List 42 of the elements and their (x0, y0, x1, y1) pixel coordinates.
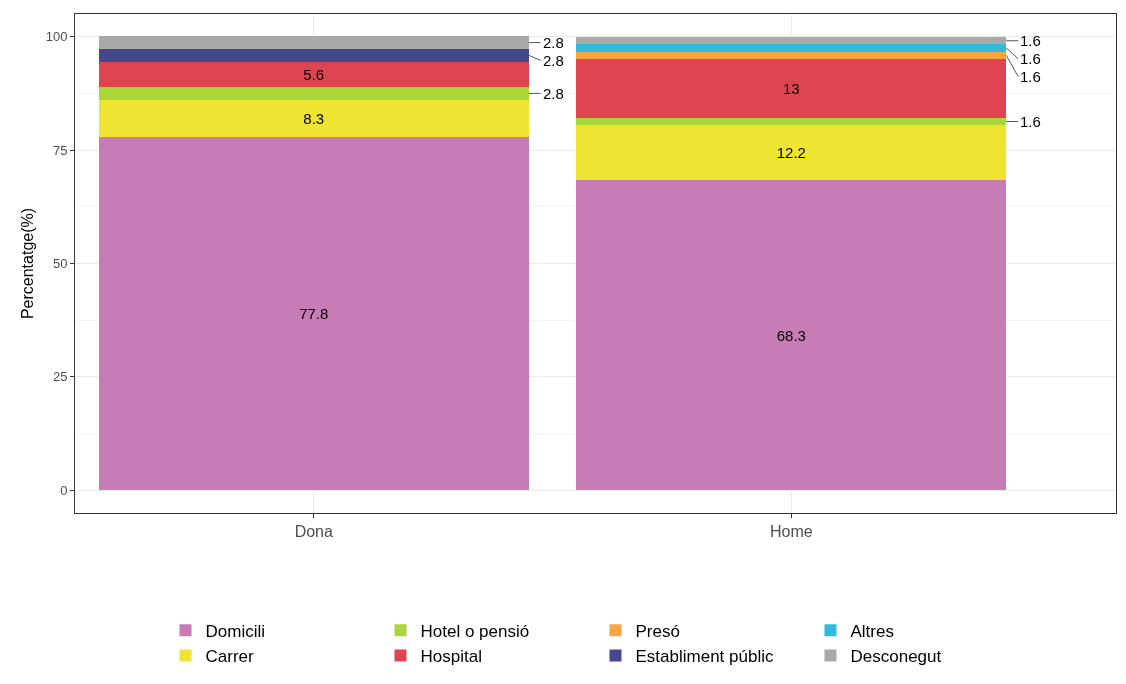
data-label: 1.6 (1020, 113, 1041, 130)
bar (98, 99, 529, 138)
legend-label: Hotel o pensió (420, 621, 530, 641)
data-label: 68.3 (776, 326, 806, 344)
x-tick-label: Home (769, 523, 813, 541)
bar (576, 117, 1007, 126)
bar (98, 36, 529, 49)
legend-label: Carrer (205, 647, 255, 667)
bar (98, 87, 529, 100)
bar (576, 37, 1007, 45)
legend-label: Desconegut (850, 647, 942, 667)
data-label: 2.8 (543, 34, 564, 51)
bar (576, 125, 1007, 181)
bar (576, 180, 1007, 491)
legend-label: Altres (850, 621, 894, 641)
data-label: 1.6 (1020, 50, 1041, 67)
data-label: 1.6 (1020, 32, 1041, 49)
y-tick-label: 25 (52, 369, 68, 385)
data-label: 2.8 (543, 52, 564, 69)
legend-label: Establiment públic (635, 647, 774, 667)
bar (98, 61, 529, 88)
data-label: 12.2 (776, 144, 806, 162)
bar (576, 58, 1007, 118)
y-tick-label: 100 (45, 29, 68, 45)
data-label: 13 (782, 79, 800, 97)
data-label: 8.3 (303, 110, 325, 128)
bar (98, 137, 529, 491)
y-axis-title: Percentatge(%) (19, 207, 36, 320)
x-tick-label: Dona (294, 523, 333, 541)
legend-label: Domicili (205, 621, 265, 641)
bar (576, 51, 1007, 59)
data-label: 5.6 (303, 65, 325, 83)
bar (576, 44, 1007, 52)
y-tick-label: 75 (52, 142, 68, 158)
legend-label: Hospital (420, 647, 482, 667)
data-label: 2.8 (543, 85, 564, 102)
y-tick-label: 0 (60, 482, 68, 498)
legend-label: Presó (635, 621, 680, 641)
data-label: 77.8 (299, 305, 329, 323)
y-tick-label: 50 (52, 256, 68, 272)
data-label: 1.6 (1020, 68, 1041, 85)
bar (98, 48, 529, 62)
